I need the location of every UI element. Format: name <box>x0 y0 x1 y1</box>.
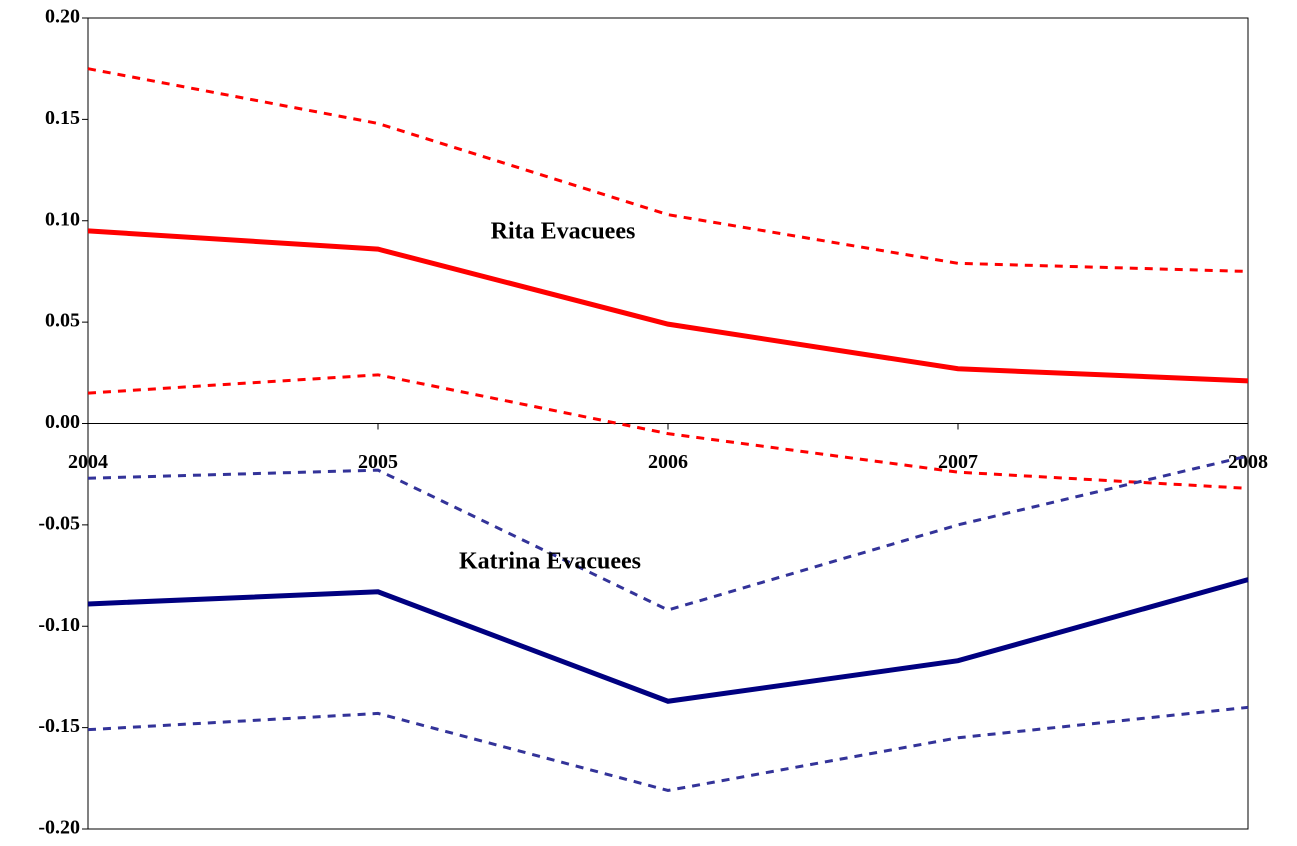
x-tick-label: 2007 <box>938 451 978 473</box>
confidence-line <box>87 373 1249 490</box>
y-tick-label: 0.00 <box>45 411 80 433</box>
y-tick-label: -0.15 <box>38 715 80 737</box>
y-tick-label: 0.20 <box>45 6 80 28</box>
confidence-line <box>87 705 1249 793</box>
x-tick-label: 2005 <box>358 451 398 473</box>
estimate-line <box>87 577 1249 704</box>
y-tick-label: 0.10 <box>45 208 80 230</box>
x-tick-label: 2004 <box>68 451 108 473</box>
annotation: Katrina Evacuees <box>459 549 641 575</box>
y-tick-label: -0.05 <box>38 512 80 534</box>
y-tick-label: -0.20 <box>38 817 80 839</box>
y-tick-label: 0.15 <box>45 107 80 129</box>
estimate-line <box>87 228 1249 384</box>
annotation: Rita Evacuees <box>491 219 636 245</box>
confidence-line <box>87 67 1249 273</box>
y-tick-label: -0.10 <box>38 614 80 636</box>
x-tick-label: 2006 <box>648 451 688 473</box>
x-tick-label: 2008 <box>1228 451 1268 473</box>
y-tick-label: 0.05 <box>45 310 80 332</box>
